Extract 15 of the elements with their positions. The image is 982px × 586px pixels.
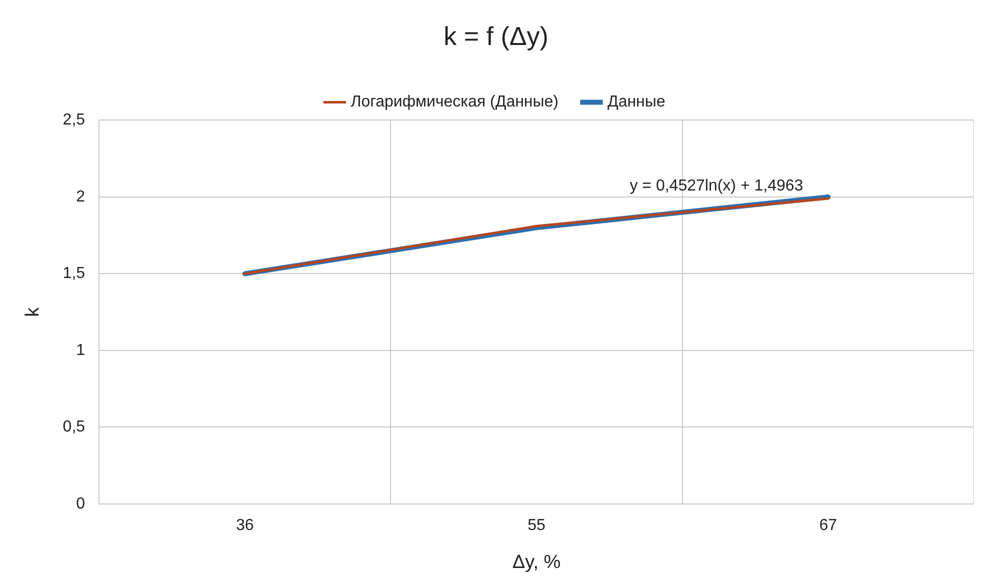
- y-tick-label: 0,5: [62, 418, 86, 436]
- annotation: y = 0,4527ln(x) + 1,4963: [630, 177, 804, 194]
- x-tick-label: 36: [236, 517, 254, 534]
- x-tick-label: 67: [819, 517, 838, 534]
- chart-title: k = f (Δy): [444, 20, 548, 51]
- x-tick-label: 55: [528, 517, 546, 534]
- y-tick-label: 1: [76, 342, 86, 359]
- y-tick-label: 1,5: [62, 265, 86, 282]
- legend-label: Данные: [607, 94, 666, 111]
- y-tick-label: 2,5: [62, 112, 86, 129]
- x-axis-title: Δy, %: [512, 552, 561, 573]
- y-tick-label: 0: [76, 495, 86, 512]
- legend-label: Логарифмическая (Данные): [350, 94, 558, 111]
- y-axis-title: k: [22, 306, 44, 317]
- y-tick-label: 2: [76, 188, 86, 206]
